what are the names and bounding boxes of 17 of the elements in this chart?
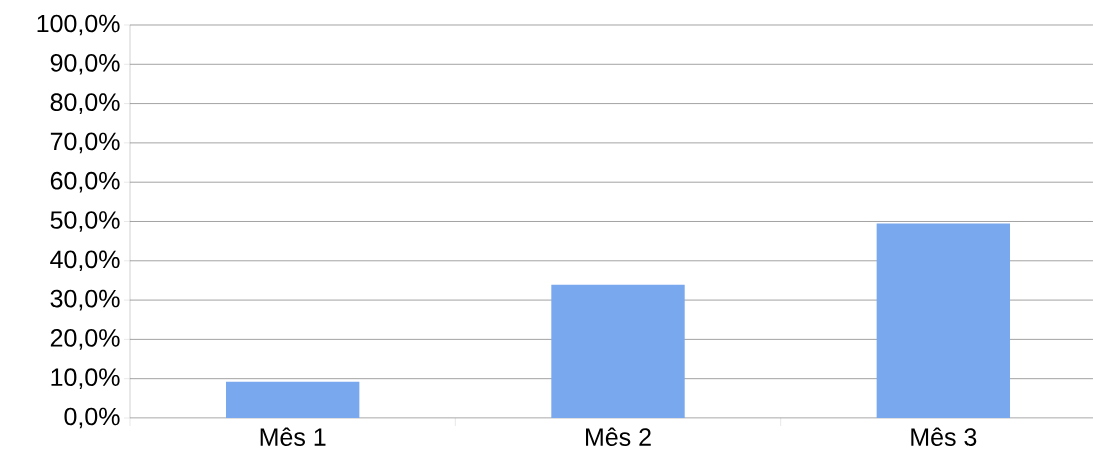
y-tick-label: 40,0% — [50, 250, 120, 272]
x-tick-label: Mês 1 — [260, 427, 326, 446]
x-tick-label: Mês 2 — [586, 427, 651, 446]
y-tick-label: 100,0% — [37, 14, 120, 36]
bar — [876, 223, 1011, 418]
bar — [225, 381, 360, 418]
y-tick-label: 30,0% — [50, 289, 120, 311]
y-tick-label: 80,0% — [50, 93, 120, 114]
y-tick-label: 10,0% — [51, 368, 120, 390]
y-tick-label: 50,0% — [50, 211, 120, 232]
y-tick-label: 60,0% — [50, 171, 120, 193]
y-tick-label: 20,0% — [50, 329, 120, 350]
bar — [551, 284, 685, 418]
y-tick-label: 0,0% — [64, 407, 120, 429]
x-tick-label: Mês 3 — [911, 427, 977, 446]
y-tick-label: 90,0% — [50, 53, 120, 75]
y-tick-label: 70,0% — [50, 132, 120, 154]
